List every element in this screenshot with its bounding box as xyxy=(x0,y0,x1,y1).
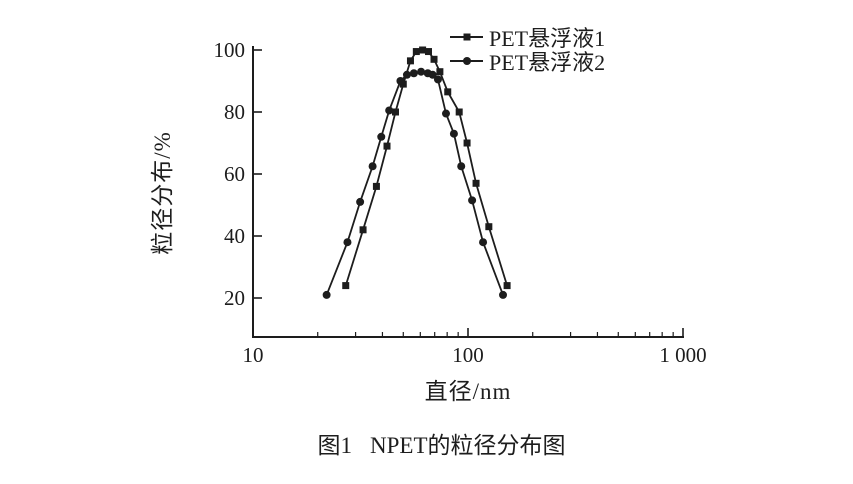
circle-marker-icon xyxy=(377,132,386,141)
x-axis-title: 直径/nm xyxy=(424,379,512,404)
square-marker-icon xyxy=(455,108,463,116)
legend-item-series-1: PET悬浮液1 xyxy=(450,25,605,51)
circle-marker-icon xyxy=(322,290,331,299)
square-marker-icon xyxy=(463,139,471,147)
circle-marker-icon xyxy=(385,106,394,115)
square-marker-icon xyxy=(463,33,470,41)
x-tick-label: 10 xyxy=(242,343,264,367)
legend-label: PET悬浮液2 xyxy=(489,50,606,75)
y-tick-label: 60 xyxy=(224,162,245,186)
circle-marker-icon xyxy=(462,57,471,65)
circle-marker-icon xyxy=(449,129,458,138)
square-marker-icon xyxy=(503,282,511,290)
caption-title: NPET的粒径分布图 xyxy=(370,433,566,458)
y-tick-label: 100 xyxy=(213,38,246,62)
circle-marker-icon xyxy=(356,197,365,206)
circle-marker-icon xyxy=(499,290,508,299)
legend-line-sample xyxy=(450,33,483,41)
circle-marker-icon xyxy=(479,238,488,247)
circle-marker-icon xyxy=(343,238,352,247)
square-marker-icon xyxy=(430,55,438,63)
square-marker-icon xyxy=(399,80,407,88)
circle-marker-icon xyxy=(402,70,411,79)
circle-marker-icon xyxy=(468,196,477,205)
x-tick-label: 100 xyxy=(452,343,484,367)
legend-label: PET悬浮液1 xyxy=(489,26,606,51)
square-marker-icon xyxy=(472,179,480,187)
y-tick-label: 40 xyxy=(224,224,245,248)
y-tick-label: 20 xyxy=(224,286,245,310)
circle-marker-icon xyxy=(417,67,426,76)
square-marker-icon xyxy=(391,108,399,116)
circle-marker-icon xyxy=(457,162,466,171)
x-tick-label: 1 000 xyxy=(659,343,707,367)
square-marker-icon xyxy=(485,223,493,231)
square-marker-icon xyxy=(383,142,391,150)
square-marker-icon xyxy=(412,48,420,56)
legend: PET悬浮液1 PET悬浮液2 xyxy=(450,25,605,75)
circle-marker-icon xyxy=(441,109,450,118)
square-marker-icon xyxy=(419,46,427,54)
square-marker-icon xyxy=(424,48,432,56)
legend-item-series-2: PET悬浮液2 xyxy=(450,49,605,75)
square-marker-icon xyxy=(359,226,367,234)
y-axis-title: 粒径分布/% xyxy=(150,131,175,255)
circle-marker-icon xyxy=(409,69,418,78)
square-marker-icon xyxy=(372,182,380,190)
y-tick-label: 80 xyxy=(224,100,245,124)
legend-line-sample xyxy=(450,57,483,65)
circle-marker-icon xyxy=(433,75,442,84)
circle-marker-icon xyxy=(368,162,377,171)
square-marker-icon xyxy=(342,282,350,290)
square-marker-icon xyxy=(406,57,414,65)
square-marker-icon xyxy=(444,88,452,96)
circle-marker-icon xyxy=(428,70,437,79)
circle-marker-icon xyxy=(396,77,405,85)
figure-caption: 图1 NPET的粒径分布图 xyxy=(30,426,853,460)
caption-number: 图1 xyxy=(317,433,353,458)
square-marker-icon xyxy=(436,68,444,76)
